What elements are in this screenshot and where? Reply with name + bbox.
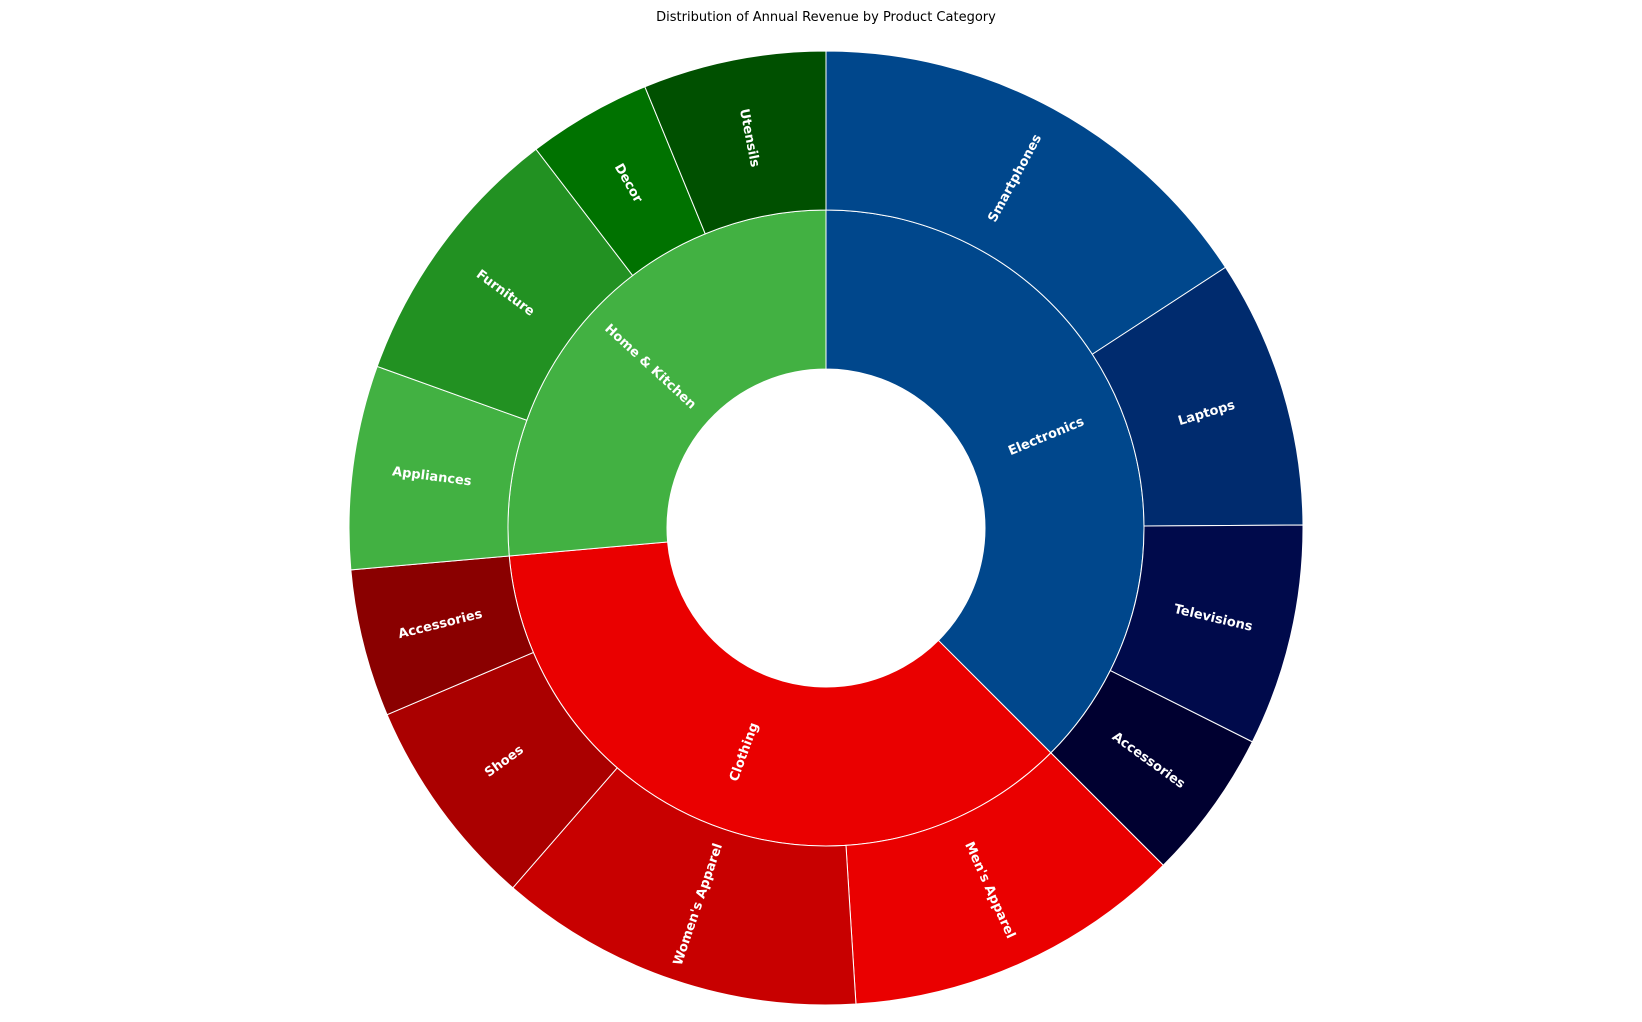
center-hole <box>667 369 985 687</box>
sunburst-wedges <box>349 51 1303 1005</box>
chart-title: Distribution of Annual Revenue by Produc… <box>656 10 996 25</box>
